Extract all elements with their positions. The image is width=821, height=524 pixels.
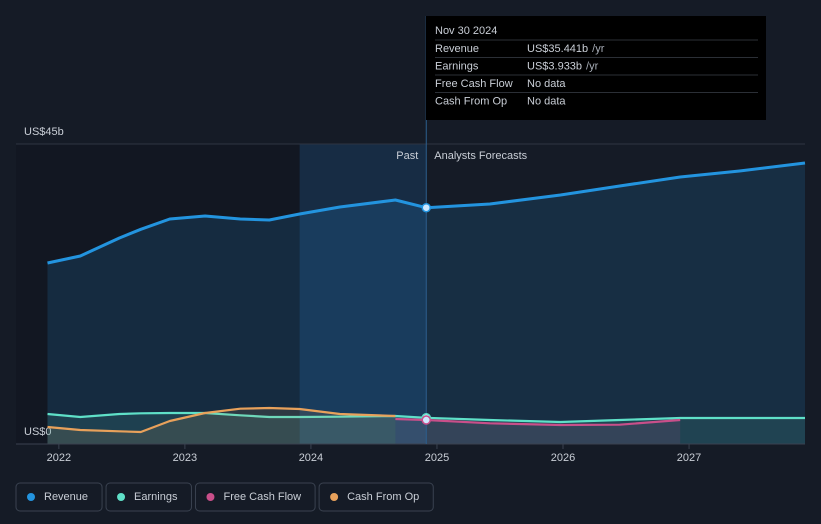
series-line (47, 411, 805, 424)
legend-label: Revenue (44, 491, 88, 503)
series-line (395, 417, 681, 427)
legend-button[interactable] (194, 482, 316, 512)
forecast-label: Analysts Forecasts (434, 150, 527, 162)
legend-swatch (330, 493, 339, 501)
y-tick-label: US$45b (24, 126, 64, 138)
tooltip-value-text: US$35.441b (527, 43, 588, 55)
past-region (299, 144, 427, 444)
tooltip-label: Earnings (435, 60, 479, 72)
tooltip-date: Nov 30 2024 (435, 25, 497, 37)
legend-item[interactable]: Revenue (15, 482, 103, 512)
tooltip: Nov 30 2024 Revenue US$35.441b/yr Earnings U… (426, 16, 766, 120)
tooltip-unit: /yr (586, 60, 599, 72)
legend-item[interactable]: Free Cash Flow (194, 482, 316, 512)
y-tick-label: US$0 (24, 426, 52, 438)
legend-label: Earnings (134, 491, 178, 503)
tooltip-value-text: No data (527, 95, 566, 107)
tooltip-label: Free Cash Flow (435, 78, 513, 90)
x-tick-label: 2022 (47, 452, 71, 464)
series-line (47, 161, 806, 265)
cursor-marker (421, 415, 432, 425)
x-tick-label: 2024 (299, 452, 323, 464)
tooltip-label: Revenue (435, 43, 479, 55)
series-line (47, 406, 396, 434)
legend-label: Free Cash Flow (223, 491, 301, 503)
x-tick-label: 2025 (425, 452, 449, 464)
tooltip-value-text: No data (527, 78, 566, 90)
x-tick-label: 2023 (173, 452, 197, 464)
tooltip-value: US$35.441b/yr (527, 43, 605, 55)
legend-item[interactable]: Earnings (105, 482, 192, 512)
tooltip-value: No data (527, 78, 566, 90)
history-shade (16, 144, 300, 444)
tooltip-value: No data (527, 95, 566, 107)
legend-button[interactable] (105, 482, 192, 512)
legend-swatch (27, 493, 35, 501)
tooltip-label: Cash From Op (435, 95, 507, 107)
legend-button[interactable] (15, 482, 103, 512)
cursor-marker (421, 202, 432, 213)
tooltip-unit: /yr (592, 43, 605, 55)
legend-swatch (117, 493, 126, 501)
x-tick-label: 2027 (677, 452, 701, 464)
legend-button[interactable] (318, 482, 434, 512)
series-area (47, 408, 396, 444)
legend-swatch (206, 493, 215, 501)
x-tick-label: 2026 (551, 452, 575, 464)
tooltip-value-text: US$3.933b (527, 60, 582, 72)
legend-item[interactable]: Cash From Op (318, 482, 434, 512)
tooltip-value: US$3.933b/yr (527, 60, 599, 72)
legend-label: Cash From Op (347, 491, 419, 503)
tooltip-box (426, 16, 766, 120)
past-label: Past (396, 150, 418, 162)
